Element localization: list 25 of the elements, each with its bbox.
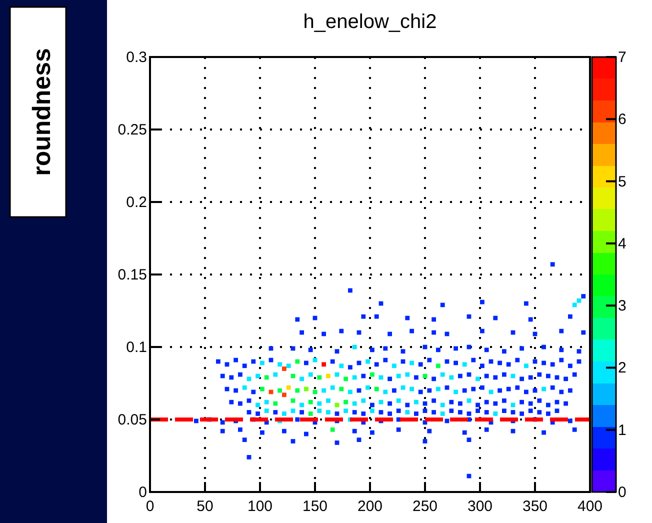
- x-tick-label: 400: [577, 498, 603, 515]
- x-tick-label: 50: [196, 498, 214, 515]
- y-tick-label: 0.25: [118, 122, 147, 138]
- color-bar-label: 1: [618, 422, 626, 439]
- chart-title: h_enelow_chi2: [303, 11, 437, 33]
- x-tick-label: 300: [467, 498, 493, 515]
- y-tick-label: 0.05: [118, 412, 147, 428]
- x-tick-label: 200: [357, 498, 383, 515]
- color-bar-label: 0: [618, 484, 626, 501]
- x-tick-label: 350: [522, 498, 548, 515]
- y-tick-label: 0.1: [126, 339, 147, 356]
- color-bar-label: 3: [618, 298, 626, 315]
- x-tick-label: 250: [412, 498, 438, 515]
- y-tick-label: 0.15: [118, 266, 147, 284]
- color-bar-label: 7: [618, 49, 626, 66]
- color-bar-label: 5: [618, 173, 626, 190]
- y-tick-label: 0.2: [126, 194, 147, 211]
- y-tick-label: 0: [138, 484, 147, 501]
- y-tick-label: 0.3: [126, 49, 147, 66]
- color-bar-label: 2: [618, 360, 626, 377]
- x-tick-label: 150: [302, 498, 328, 515]
- x-tick-label: 100: [247, 498, 273, 515]
- color-bar-label: 6: [618, 111, 626, 128]
- color-bar-label: 4: [618, 235, 626, 252]
- y-axis-title: roundness: [28, 48, 56, 176]
